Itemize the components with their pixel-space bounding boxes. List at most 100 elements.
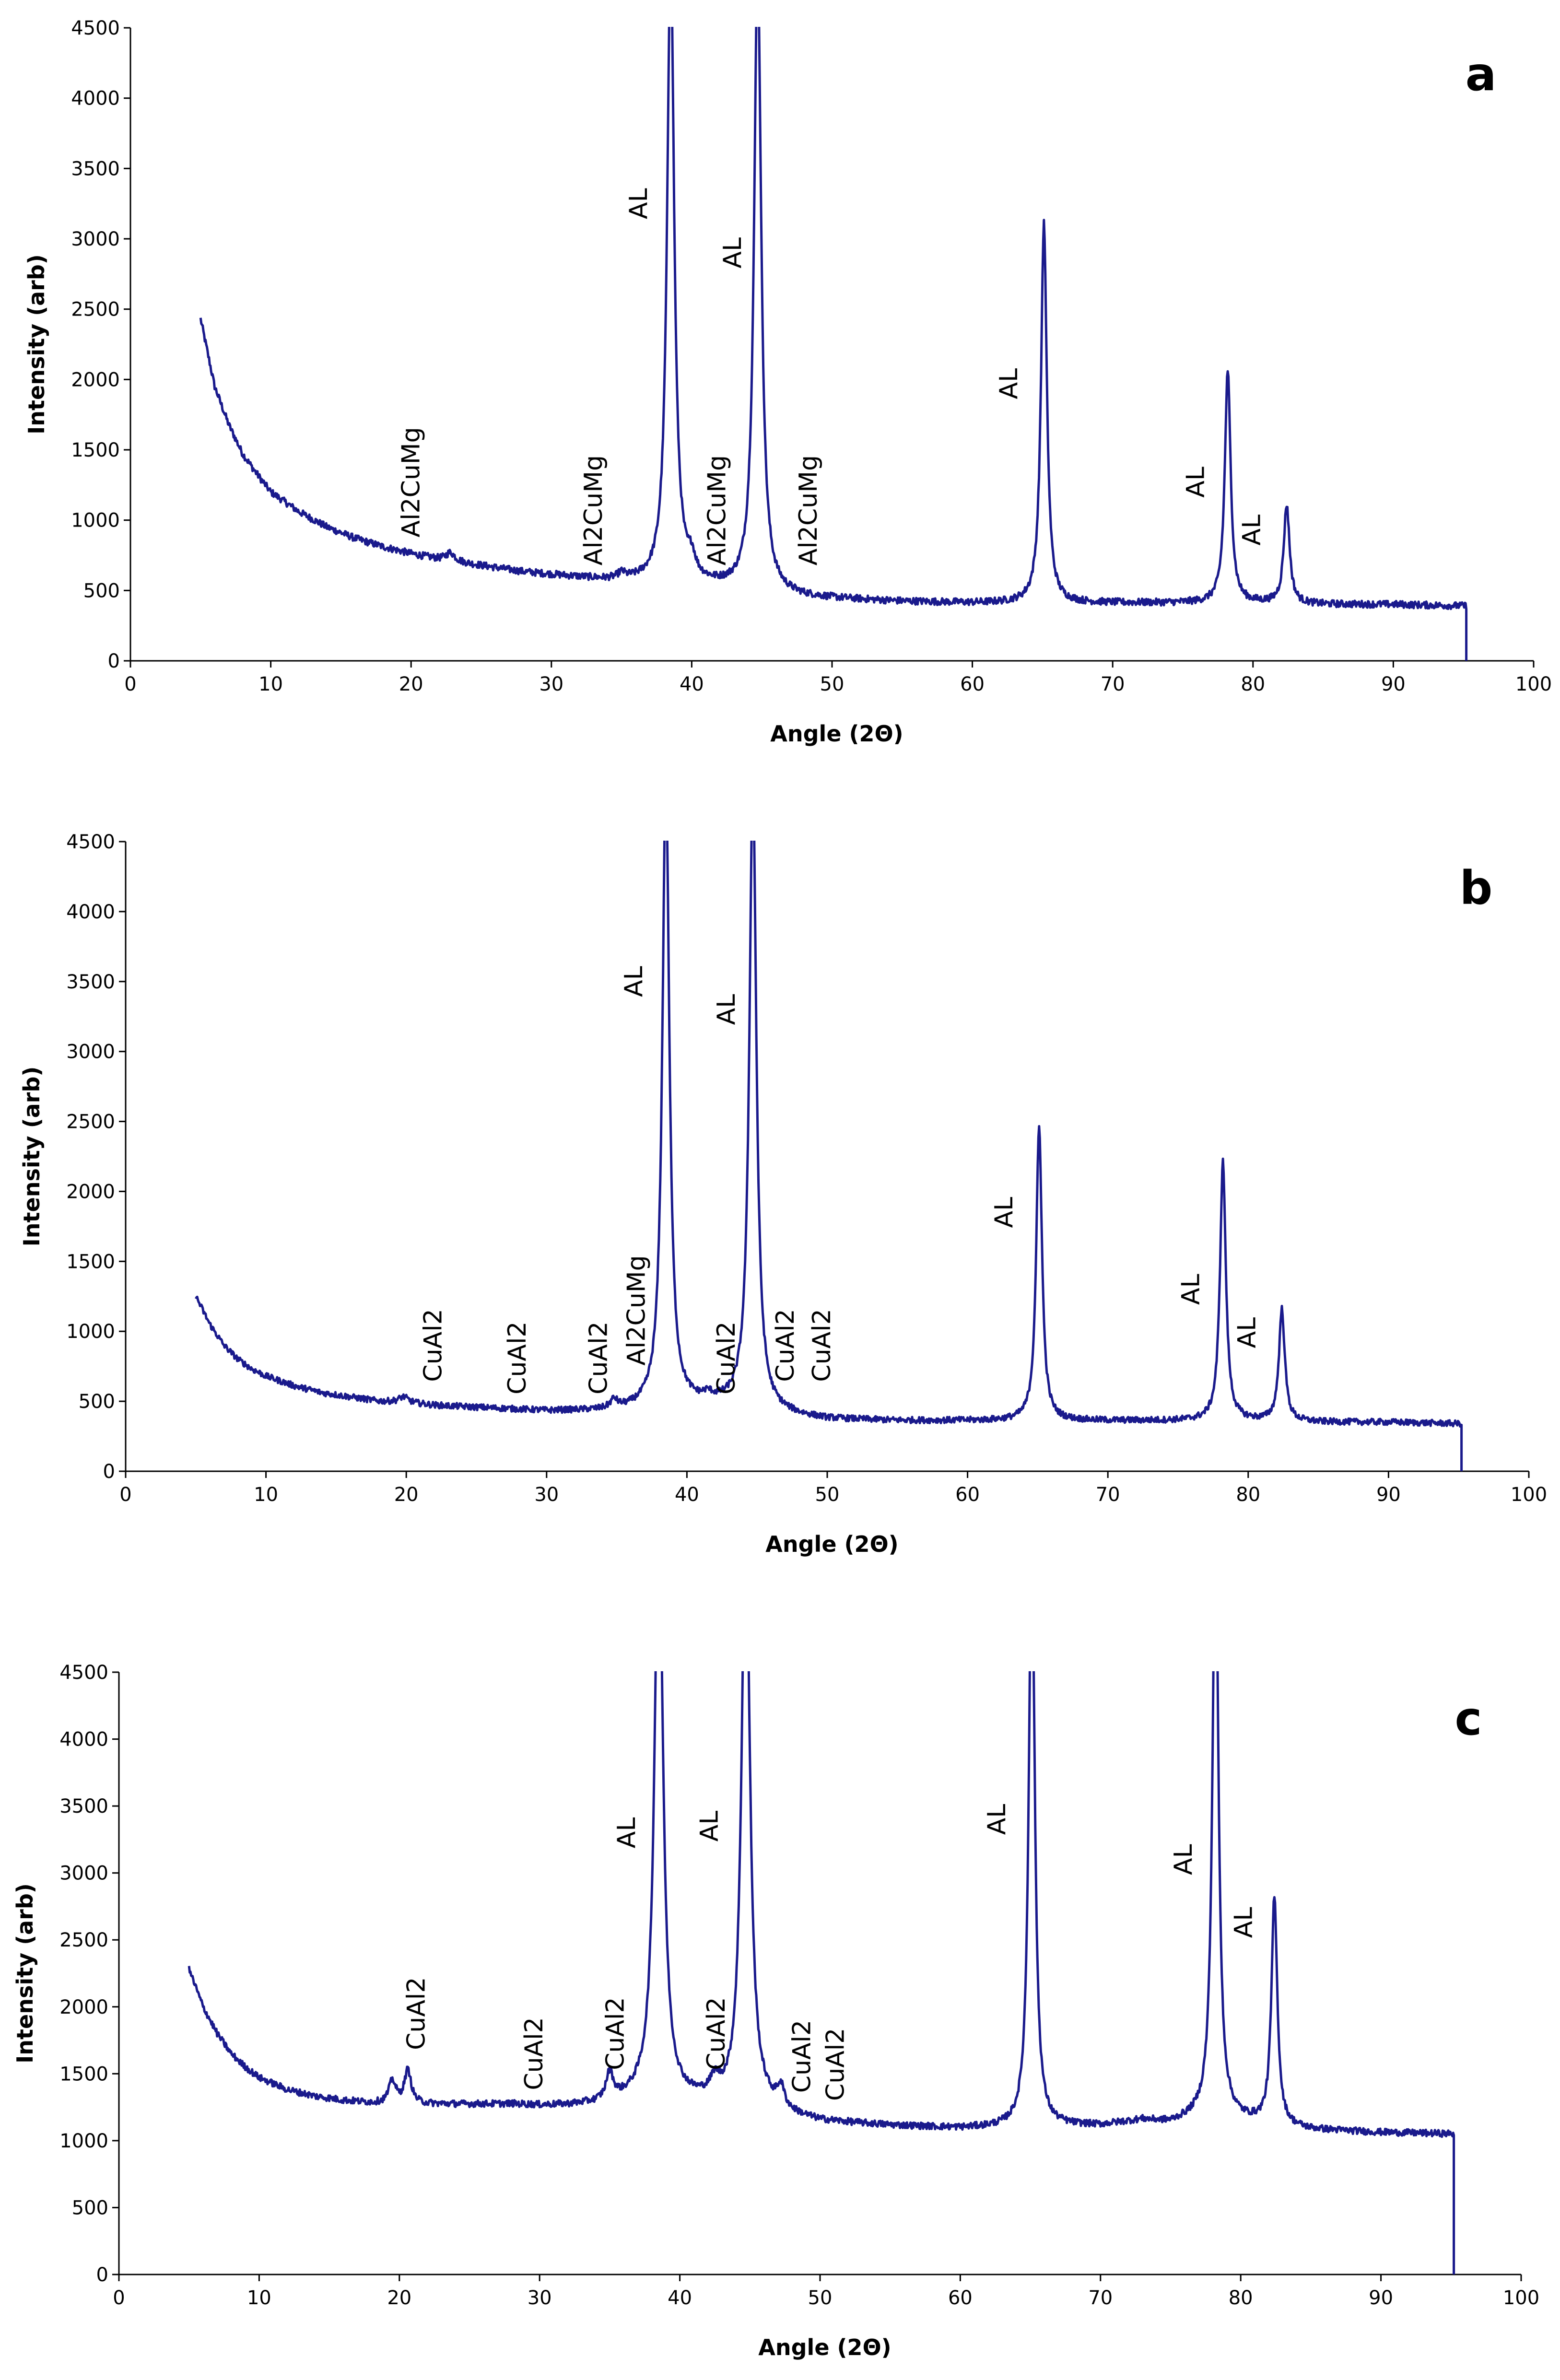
chart-panel-a: 0 10 20 30 40 50 60 70 80 90 100050010001500200025…: [23, 17, 1552, 747]
y-axis-title: Intensity (arb): [19, 1067, 45, 1247]
x-tick-label: 30: [528, 2287, 552, 2309]
x-tick-label: 0: [124, 673, 136, 695]
y-tick-label: 4500: [71, 17, 120, 39]
y-tick-label: 1500: [71, 439, 120, 461]
peak-label: Al2CuMg: [703, 455, 732, 565]
peak-label: AL: [1176, 1274, 1205, 1305]
y-tick-label: 2000: [71, 369, 120, 391]
x-tick-label: 20: [399, 673, 423, 695]
peak-label: CuAl2: [402, 1977, 431, 2050]
peak-label: CuAl2: [712, 1321, 741, 1394]
y-tick-label: 1000: [59, 2130, 108, 2152]
peak-label: CuAl2: [821, 2028, 850, 2101]
y-tick-label: 0: [108, 650, 120, 672]
peak-label: CuAl2: [702, 1997, 731, 2070]
x-tick-label: 10: [258, 673, 283, 695]
series-line: [199, 27, 1468, 661]
peak-label: CuAl2: [601, 1997, 630, 2070]
peak-label: AL: [1181, 467, 1210, 498]
y-tick-label: 3500: [71, 158, 120, 180]
y-tick-label: 3500: [66, 971, 115, 993]
y-tick-label: 2000: [66, 1181, 115, 1203]
x-tick-label: 90: [1381, 673, 1406, 695]
peak-label: AL: [1169, 1844, 1198, 1875]
y-tick-label: 4000: [59, 1729, 108, 1751]
x-tick-label: 90: [1376, 1484, 1401, 1506]
peak-label: Al2CuMg: [579, 455, 608, 565]
chart-panel-b: 0 10 20 30 40 50 60 70 80 90 100050010001500200025…: [19, 831, 1547, 1557]
y-tick-label: 4500: [59, 1662, 108, 1684]
x-tick-label: 40: [680, 673, 704, 695]
y-tick-label: 4000: [66, 901, 115, 923]
x-tick-label: 100: [1515, 673, 1552, 695]
y-tick-label: 1500: [66, 1251, 115, 1273]
x-tick-label: 90: [1369, 2287, 1393, 2309]
peak-label: CuAl2: [808, 1309, 836, 1382]
y-tick-label: 0: [96, 2264, 108, 2286]
y-tick-label: 2500: [59, 1929, 108, 1951]
peak-label: AL: [995, 368, 1023, 399]
y-tick-label: 4500: [66, 831, 115, 853]
peak-label: AL: [1237, 515, 1266, 546]
y-tick-label: 2500: [71, 299, 120, 321]
x-tick-label: 20: [387, 2287, 411, 2309]
y-tick-label: 1000: [66, 1321, 115, 1343]
x-tick-label: 70: [1096, 1484, 1120, 1506]
peak-label: AL: [712, 994, 741, 1025]
y-tick-label: 1000: [71, 510, 120, 532]
series-line: [188, 1671, 1455, 2274]
peak-label: AL: [1230, 1907, 1258, 1938]
x-tick-label: 0: [113, 2287, 125, 2309]
x-axis-title: Angle (2Θ): [770, 721, 903, 747]
y-tick-label: 2000: [59, 1996, 108, 2018]
panel-letter: c: [1455, 1692, 1482, 1746]
x-tick-label: 100: [1503, 2287, 1539, 2309]
x-tick-label: 10: [247, 2287, 271, 2309]
x-tick-label: 70: [1101, 673, 1125, 695]
x-tick-label: 0: [119, 1484, 131, 1506]
peak-label: AL: [695, 1811, 724, 1842]
peak-label: CuAl2: [419, 1309, 447, 1382]
y-tick-label: 3500: [59, 1795, 108, 1817]
x-tick-label: 40: [675, 1484, 699, 1506]
x-tick-label: 30: [534, 1484, 559, 1506]
x-tick-label: 60: [955, 1484, 980, 1506]
peak-label: Al2CuMg: [622, 1255, 651, 1365]
peak-label: CuAl2: [585, 1321, 613, 1394]
series-line: [195, 841, 1463, 1471]
peak-label: CuAl2: [503, 1321, 532, 1394]
y-axis-title: Intensity (arb): [23, 254, 49, 434]
peak-label: AL: [990, 1197, 1019, 1228]
x-tick-label: 80: [1241, 673, 1265, 695]
y-tick-label: 1500: [59, 2063, 108, 2085]
peak-label: AL: [624, 188, 653, 219]
y-tick-label: 3000: [66, 1041, 115, 1063]
x-tick-label: 50: [815, 1484, 840, 1506]
y-tick-label: 500: [79, 1391, 115, 1413]
panel-letter: a: [1466, 47, 1497, 101]
x-tick-label: 10: [254, 1484, 278, 1506]
peak-label: Al2CuMg: [397, 427, 426, 537]
x-tick-label: 80: [1236, 1484, 1260, 1506]
y-tick-label: 0: [103, 1461, 115, 1483]
panel-letter: b: [1460, 861, 1493, 915]
y-tick-label: 500: [72, 2197, 108, 2219]
peak-label: AL: [1232, 1317, 1261, 1348]
x-axis-title: Angle (2Θ): [758, 2334, 891, 2360]
chart-panel-c: 0 10 20 30 40 50 60 70 80 90 100050010001500200025…: [12, 1662, 1539, 2360]
peak-label: AL: [983, 1804, 1011, 1835]
peak-label: Al2CuMg: [794, 455, 823, 565]
x-tick-label: 80: [1229, 2287, 1253, 2309]
peak-label: AL: [620, 966, 648, 997]
y-tick-label: 500: [83, 580, 120, 602]
peak-label: CuAl2: [520, 2017, 549, 2090]
x-tick-label: 100: [1511, 1484, 1547, 1506]
x-tick-label: 50: [808, 2287, 833, 2309]
y-tick-label: 3000: [71, 228, 120, 250]
x-tick-label: 40: [668, 2287, 692, 2309]
x-tick-label: 30: [539, 673, 563, 695]
x-axis-title: Angle (2Θ): [765, 1531, 898, 1557]
y-tick-label: 3000: [59, 1863, 108, 1885]
